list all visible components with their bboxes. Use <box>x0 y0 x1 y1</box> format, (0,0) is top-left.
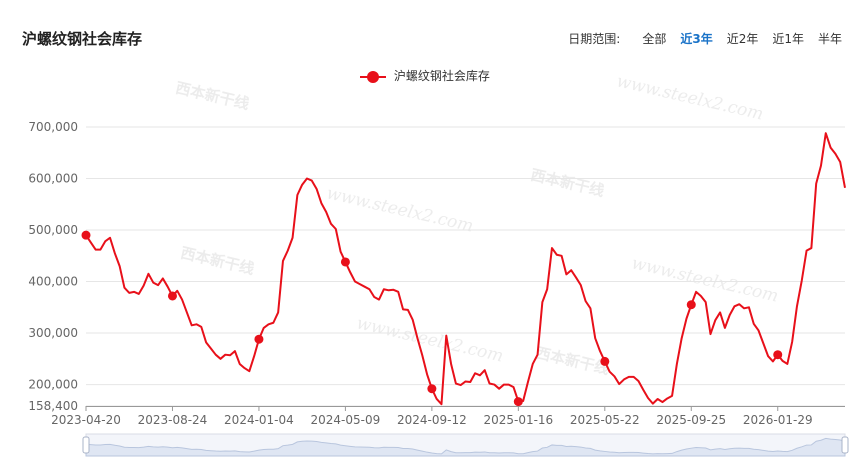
legend-label: 沪螺纹钢社会库存 <box>393 69 490 83</box>
y-tick-label: 200,000 <box>28 378 78 392</box>
x-tick-label: 2025-09-25 <box>656 413 726 427</box>
y-tick-label: 158,400 <box>28 399 78 413</box>
chart-legend[interactable]: 沪螺纹钢社会库存 <box>0 67 850 84</box>
data-point <box>427 384 437 394</box>
y-tick-label: 600,000 <box>28 172 78 186</box>
x-tick-label: 2025-01-16 <box>483 413 553 427</box>
date-range-label: 日期范围: <box>568 32 621 46</box>
data-point <box>254 334 264 344</box>
range-option-all[interactable]: 全部 <box>642 32 667 46</box>
data-point <box>686 300 696 310</box>
y-tick-label: 300,000 <box>28 326 78 340</box>
range-option-3y[interactable]: 近3年 <box>680 32 713 46</box>
x-tick-label: 2023-04-20 <box>51 413 121 427</box>
range-option-1y[interactable]: 近1年 <box>772 32 804 46</box>
x-tick-label: 2023-08-24 <box>138 413 208 427</box>
data-point <box>773 350 783 360</box>
zoom-handle-left[interactable] <box>82 436 90 454</box>
data-point <box>340 257 350 267</box>
x-tick-label: 2025-05-22 <box>570 413 640 427</box>
data-point <box>600 356 610 366</box>
x-tick-label: 2024-05-09 <box>311 413 381 427</box>
zoom-handle-right[interactable] <box>841 436 849 454</box>
range-option-2y[interactable]: 近2年 <box>726 32 759 46</box>
zoom-slider-preview <box>85 437 846 457</box>
x-tick-label: 2024-09-12 <box>397 413 467 427</box>
y-tick-label: 700,000 <box>28 120 78 134</box>
y-tick-label: 400,000 <box>28 275 78 289</box>
data-point <box>167 291 177 301</box>
series-line <box>85 132 846 406</box>
data-point <box>513 397 523 407</box>
chart-title: 沪螺纹钢社会库存 <box>22 30 143 48</box>
range-option-half-year[interactable]: 半年 <box>817 32 842 46</box>
legend-swatch <box>360 70 387 83</box>
data-point <box>81 230 91 240</box>
date-range-selector: 日期范围: 全部 近3年 近2年 近1年 半年 <box>568 30 842 47</box>
x-tick-label: 2026-01-29 <box>743 413 813 427</box>
y-tick-label: 500,000 <box>28 223 78 237</box>
x-tick-label: 2024-01-04 <box>224 413 294 427</box>
